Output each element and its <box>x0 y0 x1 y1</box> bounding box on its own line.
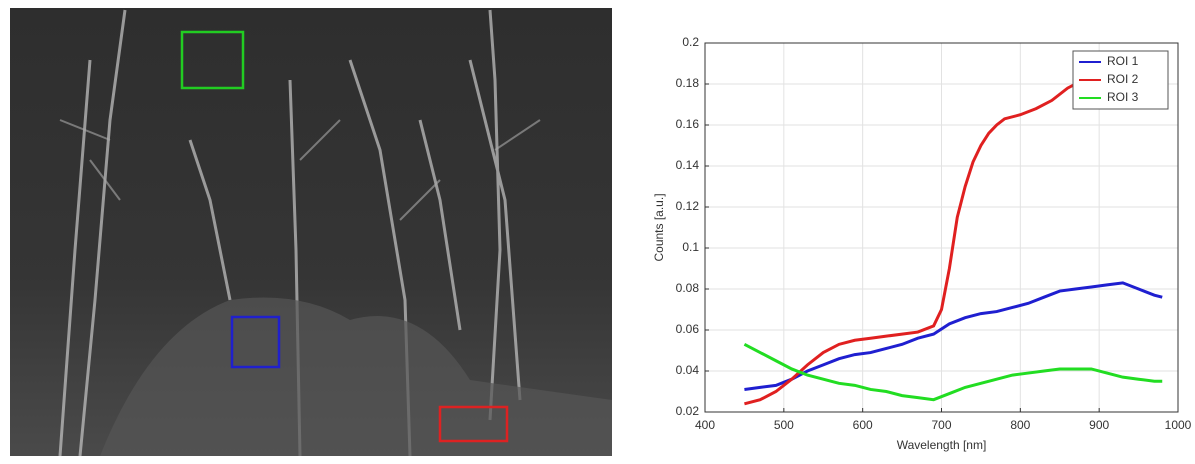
y-tick-label: 0.16 <box>676 117 700 131</box>
y-tick-label: 0.12 <box>676 199 700 213</box>
scene-image <box>10 8 612 457</box>
x-tick-label: 400 <box>695 418 715 432</box>
series-line <box>744 281 1163 391</box>
x-tick-label: 700 <box>931 418 951 432</box>
legend-label: ROI 2 <box>1107 72 1139 86</box>
x-tick-label: 500 <box>774 418 794 432</box>
x-tick-label: 800 <box>1010 418 1030 432</box>
legend-label: ROI 3 <box>1107 90 1139 104</box>
x-tick-label: 600 <box>853 418 873 432</box>
series-line <box>744 52 1124 406</box>
x-tick-label: 900 <box>1089 418 1109 432</box>
series-line <box>743 343 1163 402</box>
y-tick-label: 0.02 <box>676 404 700 418</box>
y-tick-label: 0.14 <box>676 158 700 172</box>
y-tick-label: 0.1 <box>682 240 699 254</box>
x-axis-label: Wavelength [nm] <box>897 438 987 452</box>
chart: 400 500 600 700 800 900 1000 0.02 0.04 0.06 0.08 0.… <box>652 35 1191 452</box>
y-tick-label: 0.06 <box>676 322 700 336</box>
y-axis-label: Counts [a.u.] <box>652 193 666 261</box>
y-tick-label: 0.2 <box>682 35 699 49</box>
y-tick-label: 0.18 <box>676 76 700 90</box>
plot-frame <box>704 42 1179 413</box>
legend-label: ROI 1 <box>1107 54 1139 68</box>
x-tick-label: 1000 <box>1165 418 1192 432</box>
y-tick-label: 0.04 <box>676 363 700 377</box>
y-tick-label: 0.08 <box>676 281 700 295</box>
